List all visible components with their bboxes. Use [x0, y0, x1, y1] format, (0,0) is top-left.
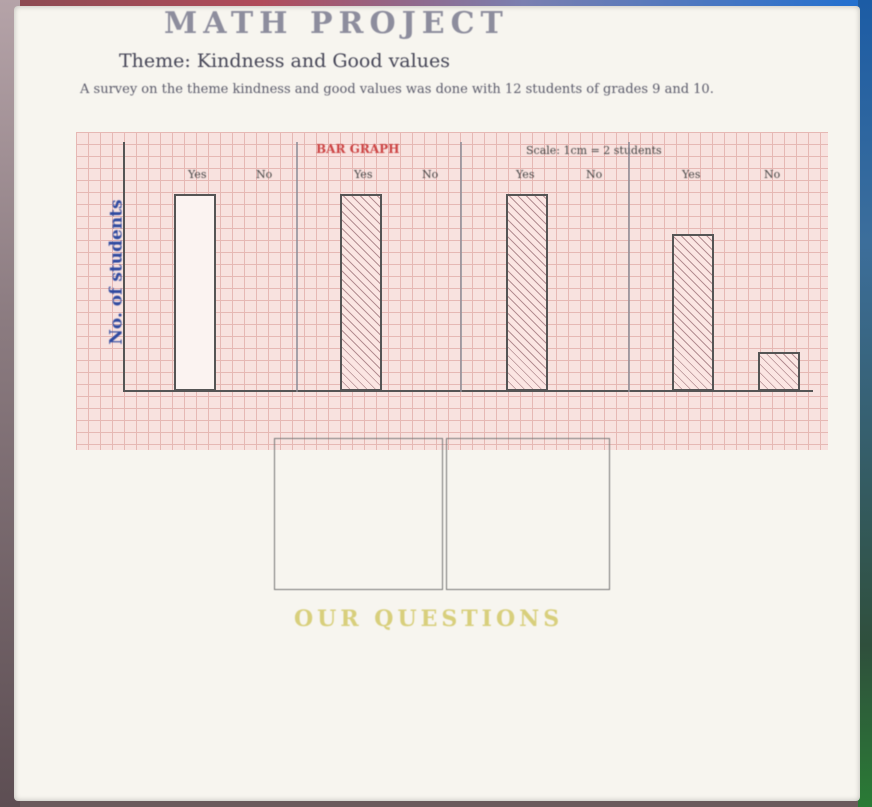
chart-title: BAR GRAPH	[316, 142, 400, 156]
x-axis	[123, 390, 813, 392]
bar	[174, 194, 216, 391]
note-cell	[446, 438, 610, 590]
bar-chart: BAR GRAPH Scale: 1cm = 2 students No. of…	[76, 132, 828, 450]
bar	[506, 194, 548, 391]
group-divider	[460, 142, 462, 392]
section-title: OUR QUESTIONS	[294, 606, 564, 632]
group-label: Yes	[188, 168, 207, 181]
bar	[340, 194, 382, 391]
group-label: Yes	[354, 168, 373, 181]
notes-row	[74, 438, 844, 610]
group-label: No	[764, 168, 781, 181]
project-sheet: MATH PROJECT Theme: Kindness and Good va…	[14, 6, 860, 801]
page-title: MATH PROJECT	[164, 6, 509, 41]
intro-text: A survey on the theme kindness and good …	[80, 82, 714, 97]
group-label: Yes	[516, 168, 535, 181]
group-label: No	[586, 168, 603, 181]
bar	[672, 233, 714, 391]
group-label: Yes	[682, 168, 701, 181]
theme-subtitle: Theme: Kindness and Good values	[119, 50, 450, 72]
group-label: No	[422, 168, 439, 181]
background-right	[858, 0, 872, 807]
note-cell	[274, 438, 443, 590]
group-label: No	[256, 168, 273, 181]
group-divider	[296, 142, 298, 392]
group-divider	[628, 142, 630, 392]
bar	[758, 351, 800, 391]
y-axis	[123, 142, 125, 392]
chart-scale: Scale: 1cm = 2 students	[526, 144, 662, 157]
